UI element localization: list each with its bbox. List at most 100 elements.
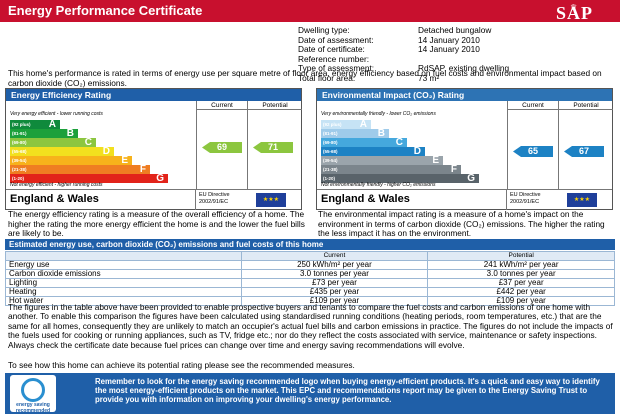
region-label: England & Wales [10, 193, 99, 205]
info-row: Date of assessment: 14 January 2010 [298, 34, 509, 46]
rating-band-c: (69-80) C [10, 137, 96, 148]
band-range: (69-80) [12, 140, 27, 145]
band-letter: B [66, 128, 74, 139]
page-title: Energy Performance Certificate [8, 3, 203, 18]
band-letter: G [156, 173, 164, 184]
eu-directive: EU Directive 2002/91/EC [506, 190, 564, 210]
band-letter: D [102, 146, 110, 157]
panel-footer: England & Wales EU Directive 2002/91/EC … [6, 189, 301, 210]
energy-efficiency-panel: Energy Efficiency Rating Current Potenti… [5, 88, 302, 210]
estimates-title: Estimated energy use, carbon dioxide (CO… [5, 239, 615, 250]
potential-rating-arrow: 71 [253, 142, 293, 153]
estimates-table: Current Potential Energy use 250 kWh/m² … [5, 251, 615, 306]
info-row: Total floor area: 73 m² [298, 72, 509, 84]
environmental-impact-panel: Environmental Impact (CO₂) Rating Curren… [316, 88, 613, 210]
band-range: (39-54) [323, 158, 338, 163]
rating-band-d: (55-68) D [10, 146, 114, 157]
rating-band-e: (39-54) E [321, 155, 443, 166]
band-letter: F [450, 164, 457, 175]
rating-band-a: (92 plus) A [10, 119, 60, 130]
info-value: RdSAP, existing dwelling [418, 63, 510, 73]
band-letter: A [48, 119, 56, 130]
rating-band-b: (81-91) B [321, 128, 389, 139]
region-label: England & Wales [321, 193, 410, 205]
band-range: (21-38) [12, 167, 27, 172]
info-row: Date of certificate: 14 January 2010 [298, 44, 509, 55]
info-key: Date of assessment: [298, 34, 374, 45]
table-row: Hot water £109 per year £109 per year [5, 296, 615, 306]
eu-flag-icon: ★★★ [256, 193, 286, 207]
info-key: Type of assessment: [298, 63, 375, 73]
info-key: Dwelling type: [298, 25, 350, 35]
sap-logo: ♛ SAP HM Government Crown copyright 2005 [556, 3, 602, 42]
band-letter: A [359, 119, 367, 130]
current-rating-arrow: 65 [513, 146, 553, 157]
rating-band-b: (81-91) B [10, 128, 78, 139]
info-value: 14 January 2010 [418, 34, 480, 45]
info-key: Reference number: [298, 53, 370, 64]
current-rating-arrow: 69 [202, 142, 242, 153]
band-letter: E [121, 155, 128, 166]
row-name: Hot water [5, 296, 242, 306]
band-range: (81-91) [12, 131, 27, 136]
title-bar: Energy Performance Certificate ♛ SAP HM … [0, 0, 620, 42]
band-bottom-note: Not energy efficient - higher running co… [10, 182, 103, 188]
info-key: Total floor area: [298, 72, 356, 83]
band-range: (55-68) [323, 149, 338, 154]
band-letter: B [377, 128, 385, 139]
divider [507, 101, 508, 190]
band-range: (92 plus) [323, 122, 342, 127]
row-name: Lighting [5, 278, 242, 288]
rating-band-g: (1-20) G [10, 173, 168, 184]
col-current: Current [507, 101, 558, 110]
rating-band-d: (55-68) D [321, 146, 425, 157]
environment-title: Environmental Impact (CO₂) Rating [317, 89, 612, 101]
crown-icon: ♛ [570, 3, 578, 12]
band-range: (1-20) [12, 176, 25, 181]
band-bottom-note: Not environmentally friendly - higher CO… [321, 182, 436, 188]
col-potential: Potential [558, 101, 613, 110]
info-row: Reference number: [298, 53, 509, 65]
info-key: Date of certificate: [298, 44, 365, 54]
property-info: Dwelling type: Detached bungalow Date of … [298, 25, 510, 84]
sap-logo-sub: HM Government Crown copyright 2005 [556, 24, 593, 42]
band-range: (69-80) [323, 140, 338, 145]
energy-saving-banner: energy saving recommended Remember to lo… [5, 373, 615, 414]
efficiency-title: Energy Efficiency Rating [6, 89, 301, 101]
efficiency-description: The energy efficiency rating is a measur… [8, 209, 305, 238]
band-top-note: Very environmentally friendly - lower CO… [321, 111, 436, 117]
rating-band-c: (69-80) C [321, 137, 407, 148]
band-range: (39-54) [12, 158, 27, 163]
rating-band-f: (21-38) F [321, 164, 461, 175]
eu-directive: EU Directive 2002/91/EC [195, 190, 253, 210]
rating-band-a: (92 plus) A [321, 119, 371, 130]
band-letter: C [395, 137, 403, 148]
band-range: (92 plus) [12, 122, 31, 127]
band-top-note: Very energy efficient - lower running co… [10, 111, 103, 117]
divider [558, 101, 559, 190]
divider [247, 101, 248, 190]
band-letter: C [84, 137, 92, 148]
band-range: (1-20) [323, 176, 336, 181]
rating-band-f: (21-38) F [10, 164, 150, 175]
intro-text: This home's performance is rated in term… [8, 68, 602, 88]
info-value: Detached bungalow [418, 25, 492, 35]
band-letter: G [467, 173, 475, 184]
info-row: Type of assessment: RdSAP, existing dwell… [298, 63, 510, 74]
band-range: (81-91) [323, 131, 338, 136]
energy-saving-recommended-logo: energy saving recommended [10, 375, 56, 414]
sap-logo-text: SAP [556, 3, 594, 23]
band-letter: F [139, 164, 146, 175]
environment-description: The environmental impact rating is a mea… [318, 209, 605, 238]
energy-saving-icon [21, 378, 45, 402]
band-letter: E [432, 155, 439, 166]
rating-band-e: (39-54) E [10, 155, 132, 166]
row-name: Carbon dioxide emissions [5, 269, 242, 279]
eu-flag-icon: ★★★ [567, 193, 597, 207]
banner-message: Remember to look for the energy saving r… [95, 377, 600, 404]
notes-text: The figures in the table above have been… [8, 302, 613, 350]
logo-caption: energy saving recommended [15, 402, 51, 414]
band-range: (21-38) [323, 167, 338, 172]
rating-band-g: (1-20) G [321, 173, 479, 184]
info-value: 14 January 2010 [418, 44, 480, 54]
